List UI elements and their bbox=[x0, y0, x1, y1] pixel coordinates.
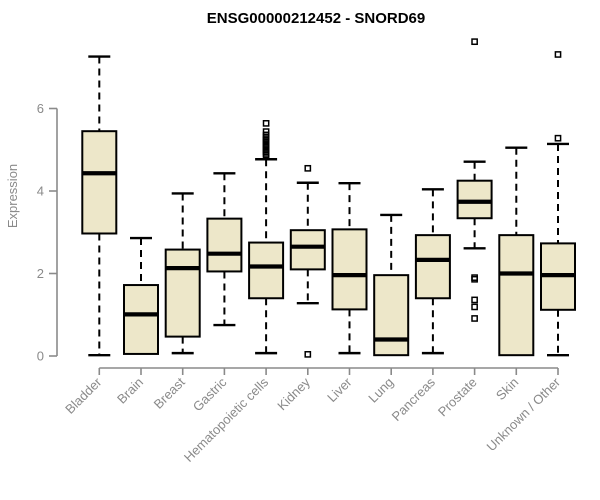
x-tick-label-skin: Skin bbox=[493, 375, 521, 403]
box-group-gastric bbox=[206, 172, 243, 327]
iqr-box-liver bbox=[331, 228, 368, 311]
x-tick-label-gastric: Gastric bbox=[190, 374, 230, 414]
y-axis-title: Expression bbox=[5, 164, 20, 228]
outlier-prostate bbox=[471, 274, 478, 281]
box-group-skin bbox=[498, 146, 535, 357]
outlier-unknown-other bbox=[554, 134, 562, 142]
iqr-box-lung bbox=[373, 274, 410, 357]
x-tick-label-prostate: Prostate bbox=[435, 375, 480, 420]
x-tick-label-unknown-other: Unknown / Other bbox=[484, 374, 564, 454]
y-tick-label: 4 bbox=[37, 184, 44, 199]
x-tick-label-bladder: Bladder bbox=[62, 374, 105, 417]
outlier-hematopoietic-cells bbox=[262, 120, 270, 127]
box-group-pancreas bbox=[414, 188, 451, 355]
box-group-kidney bbox=[289, 164, 326, 358]
iqr-box-brain bbox=[123, 284, 159, 355]
iqr-box-skin bbox=[498, 234, 535, 357]
outlier-unknown-other bbox=[554, 51, 562, 58]
chart-title: ENSG00000212452 - SNORD69 bbox=[207, 10, 425, 27]
box-group-brain bbox=[123, 236, 159, 355]
iqr-box-pancreas bbox=[414, 234, 451, 300]
outlier-prostate bbox=[471, 38, 478, 46]
outlier-prostate bbox=[471, 296, 478, 304]
x-tick-label-pancreas: Pancreas bbox=[389, 374, 439, 424]
outlier-kidney bbox=[304, 164, 312, 172]
outlier-kidney bbox=[304, 351, 312, 358]
box-group-breast bbox=[164, 192, 201, 355]
iqr-box-breast bbox=[164, 248, 201, 338]
y-tick-label: 2 bbox=[37, 266, 44, 281]
outlier-hematopoietic-cells bbox=[262, 128, 270, 135]
box-group-hematopoietic-cells bbox=[248, 120, 285, 355]
iqr-box-kidney bbox=[289, 229, 326, 271]
box-group-lung bbox=[373, 213, 410, 357]
outlier-prostate bbox=[471, 303, 478, 311]
iqr-box-bladder bbox=[81, 130, 118, 235]
iqr-box-prostate bbox=[456, 179, 493, 220]
box-group-bladder bbox=[81, 55, 118, 357]
box-group-liver bbox=[331, 181, 368, 355]
boxes-group bbox=[81, 38, 576, 358]
iqr-box-gastric bbox=[206, 217, 243, 273]
box-group-prostate bbox=[456, 38, 493, 322]
outlier-prostate bbox=[471, 275, 478, 283]
outlier-prostate bbox=[471, 315, 478, 322]
box-group-unknown-other bbox=[540, 51, 576, 357]
x-tick-label-brain: Brain bbox=[114, 375, 146, 407]
x-tick-label-breast: Breast bbox=[151, 374, 188, 411]
iqr-box-hematopoietic-cells bbox=[248, 241, 285, 300]
x-tick-label-lung: Lung bbox=[365, 375, 396, 406]
x-tick-label-kidney: Kidney bbox=[274, 374, 313, 413]
y-tick-label: 6 bbox=[37, 101, 44, 116]
x-tick-label-liver: Liver bbox=[324, 374, 355, 405]
y-tick-label: 0 bbox=[37, 349, 44, 364]
